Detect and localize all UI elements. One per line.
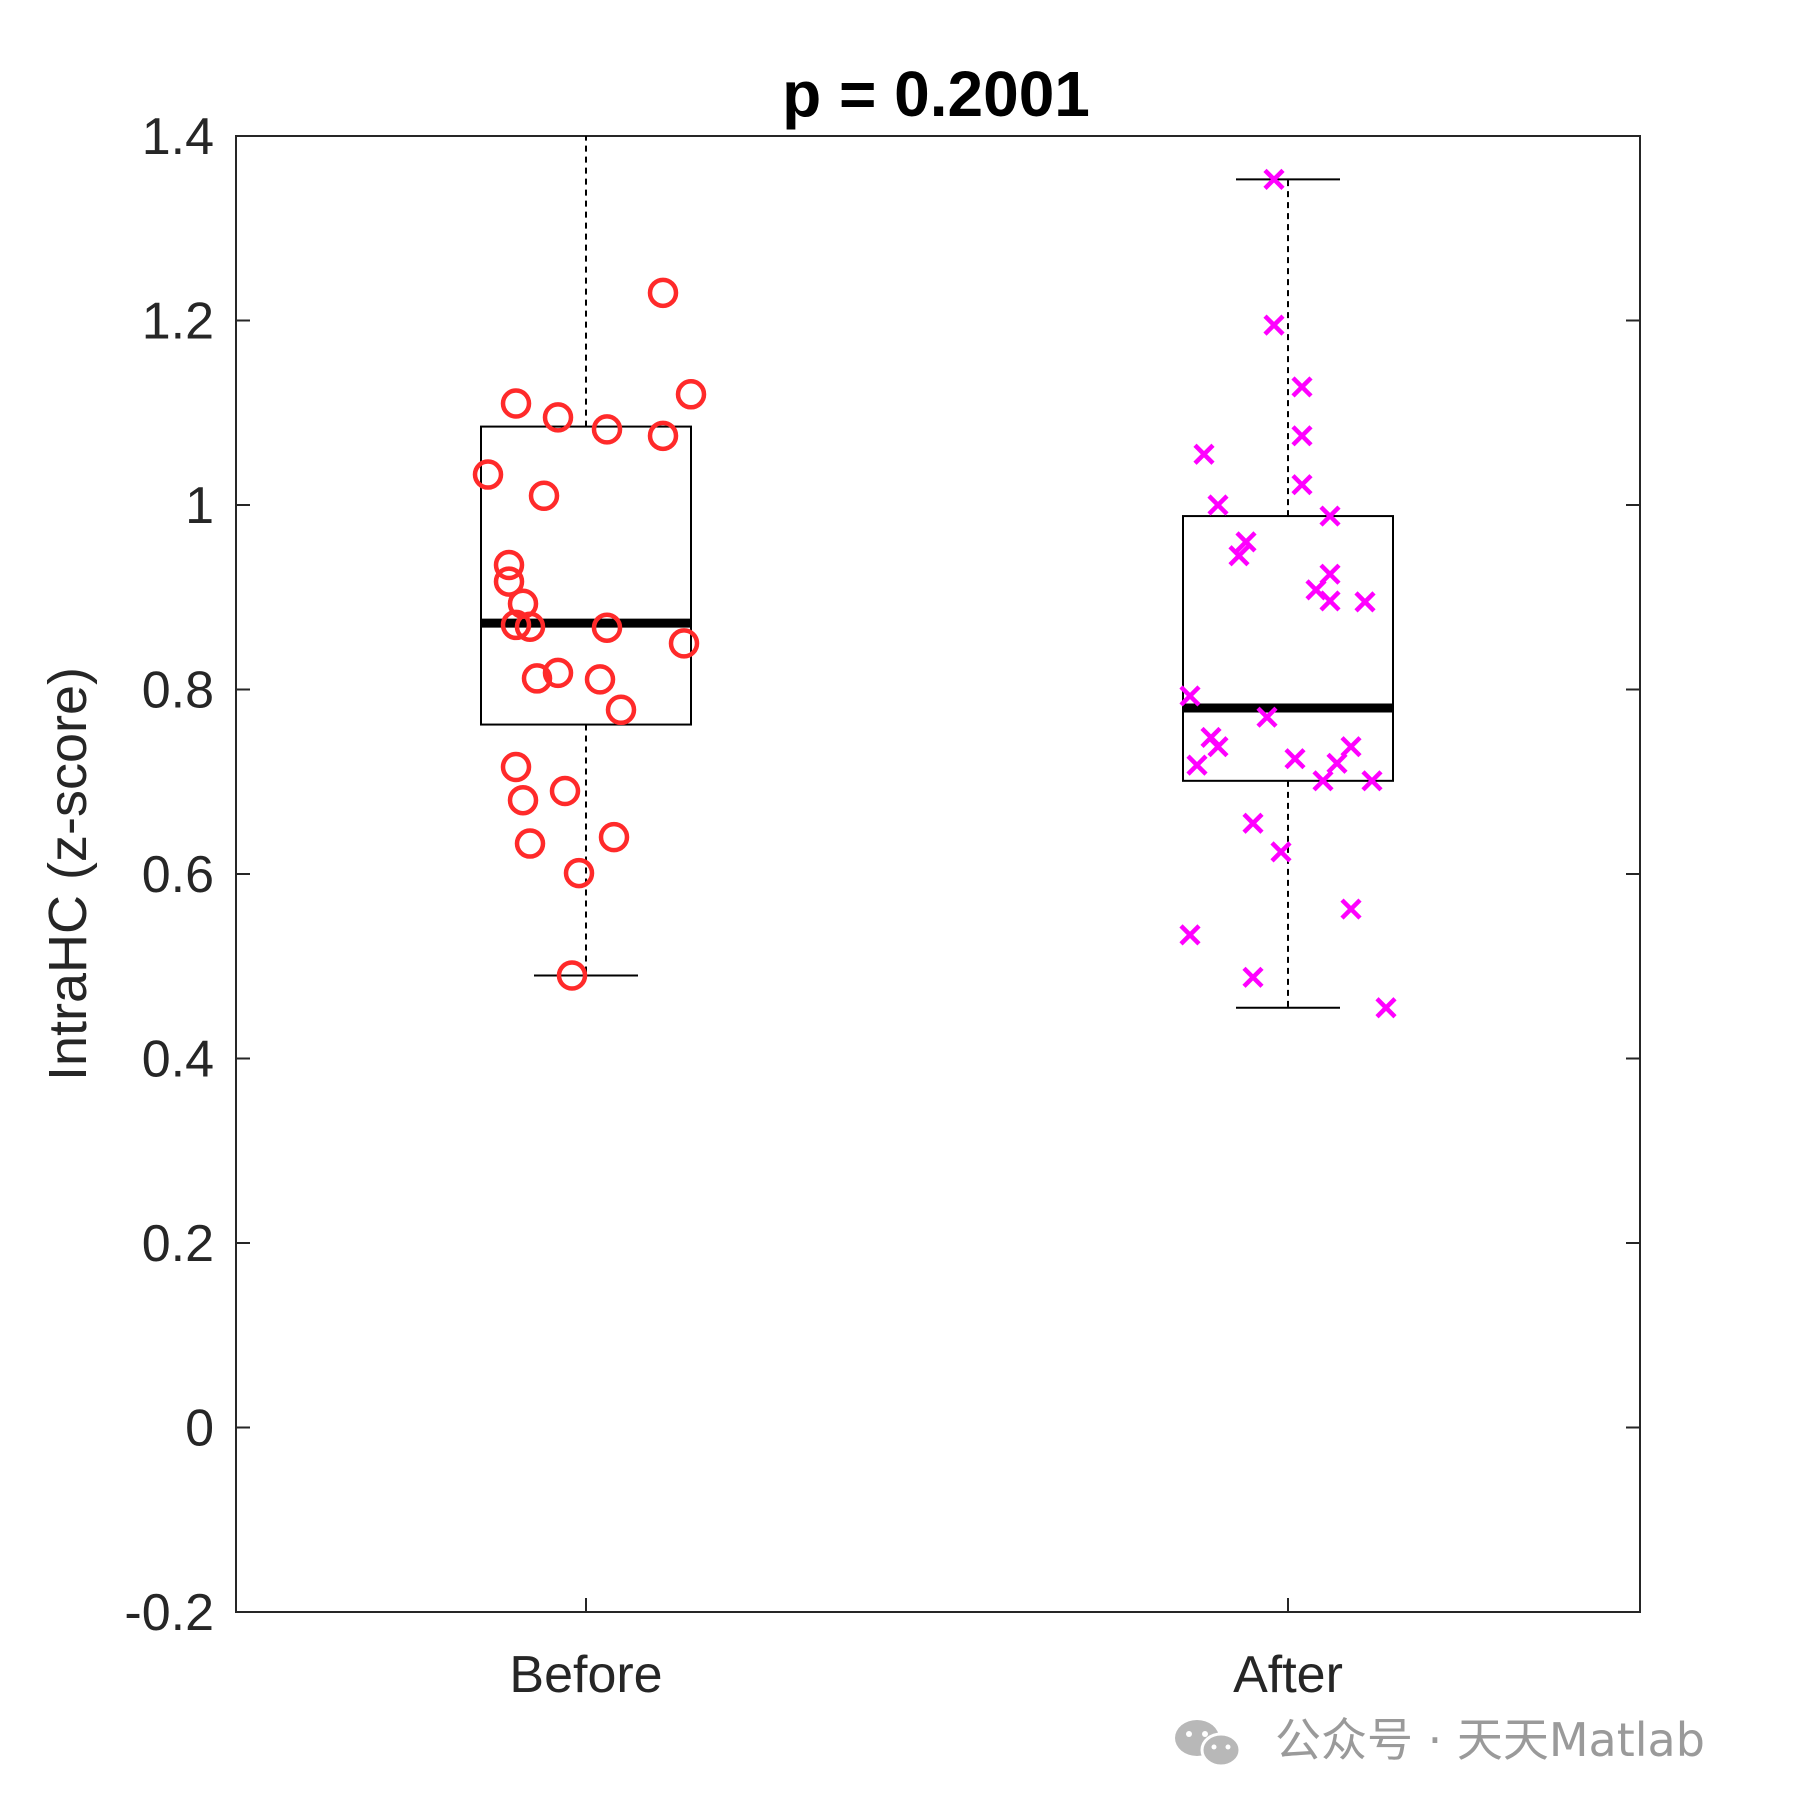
data-point <box>521 663 553 694</box>
data-point <box>1179 924 1201 946</box>
y-tick-label: 0.6 <box>142 846 214 904</box>
box-before <box>480 136 692 977</box>
data-point <box>1263 168 1285 190</box>
data-point <box>1319 505 1341 527</box>
data-point <box>500 388 532 419</box>
data-point <box>1291 425 1313 447</box>
data-point <box>493 549 525 581</box>
data-point <box>542 657 574 689</box>
data-point <box>598 821 630 853</box>
watermark: 公众号 · 天天Matlab <box>1175 1713 1705 1768</box>
boxes <box>480 136 1394 1009</box>
data-points <box>472 168 1397 1019</box>
iqr-box <box>1182 515 1394 782</box>
data-point <box>1256 706 1278 728</box>
data-point <box>1361 770 1383 792</box>
wechat-icon <box>1175 1720 1242 1768</box>
data-point <box>528 480 560 512</box>
data-point <box>1193 443 1215 465</box>
data-point <box>549 775 581 807</box>
data-point <box>472 459 504 490</box>
box-after <box>1182 178 1394 1009</box>
data-point <box>542 402 574 433</box>
data-point <box>1340 736 1362 758</box>
data-point <box>1235 531 1257 553</box>
watermark-text: 公众号 · 天天Matlab <box>1275 1713 1705 1767</box>
data-point <box>647 420 679 452</box>
data-point <box>1354 591 1376 613</box>
points-before <box>472 277 707 991</box>
data-point <box>1179 685 1201 707</box>
y-tick-label: 0.4 <box>142 1031 214 1089</box>
x-tick-label: After <box>1233 1646 1343 1704</box>
data-point <box>1284 748 1306 770</box>
data-point <box>563 857 595 889</box>
y-tick-label: 0.8 <box>142 662 214 720</box>
data-point <box>1375 997 1397 1019</box>
data-point <box>1186 754 1208 776</box>
iqr-box <box>480 425 692 726</box>
data-point <box>514 828 546 859</box>
data-point <box>1291 376 1313 398</box>
data-point <box>500 609 532 641</box>
points-after <box>1179 168 1397 1019</box>
axes <box>235 135 1641 1613</box>
data-point <box>605 694 637 726</box>
data-point <box>591 612 623 643</box>
data-point <box>1291 474 1313 496</box>
data-point <box>1228 545 1250 567</box>
plot-frame <box>235 135 1641 1613</box>
data-point <box>647 277 679 309</box>
data-point <box>1263 314 1285 336</box>
data-point <box>514 611 546 643</box>
x-tick-label: Before <box>509 1646 662 1704</box>
data-point <box>1319 590 1341 612</box>
data-point <box>675 379 707 410</box>
y-tick-label: 1.4 <box>142 108 214 166</box>
data-point <box>1207 736 1229 758</box>
y-tick-label: -0.2 <box>124 1584 214 1642</box>
data-point <box>493 566 525 597</box>
y-tick-label: 0 <box>185 1400 214 1458</box>
data-point <box>1326 752 1348 774</box>
y-axis-ticks: -0.2 0 0.2 0.4 0.6 0.8 1 1.2 1.4 Before After <box>124 108 1640 1704</box>
data-point <box>556 960 588 991</box>
data-point <box>668 628 700 659</box>
data-point <box>584 664 616 695</box>
data-point <box>1242 812 1264 834</box>
data-point <box>1340 898 1362 920</box>
data-point <box>1270 841 1292 863</box>
y-tick-label: 0.2 <box>142 1215 214 1273</box>
data-point <box>591 414 623 445</box>
chart-title: p = 0.2001 <box>782 58 1090 130</box>
y-axis-label: IntraHC (z-score) <box>38 667 98 1081</box>
y-tick-label: 1.2 <box>142 293 214 351</box>
y-tick-label: 1 <box>185 477 214 535</box>
data-point <box>507 784 539 816</box>
data-point <box>1207 494 1229 516</box>
data-point <box>1312 770 1334 792</box>
data-point <box>1242 966 1264 988</box>
data-point <box>500 751 532 783</box>
